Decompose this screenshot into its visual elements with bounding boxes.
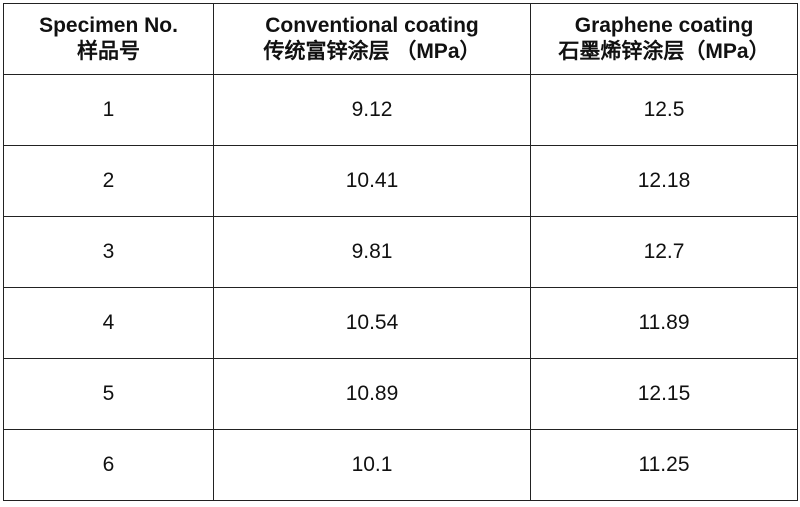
header-cell: Conventional coating 传统富锌涂层 （MPa） bbox=[213, 3, 531, 75]
table-body: 1 9.12 12.5 2 10.41 12.18 3 9.81 12.7 4 10.54 11.89… bbox=[3, 74, 798, 501]
header-text: Graphene coating bbox=[574, 14, 754, 37]
table-cell: 11.89 bbox=[530, 287, 798, 359]
table-row: 4 10.54 11.89 bbox=[3, 287, 798, 359]
table-cell: 10.1 bbox=[213, 429, 531, 501]
header-text: 样品号 bbox=[77, 40, 140, 63]
table-cell: 12.15 bbox=[530, 358, 798, 430]
header-cell: Graphene coating 石墨烯锌涂层（MPa） bbox=[530, 3, 798, 75]
header-text: Specimen No. bbox=[39, 14, 178, 37]
table-cell: 11.25 bbox=[530, 429, 798, 501]
header-cell: Specimen No. 样品号 bbox=[3, 3, 214, 75]
table-cell: 10.89 bbox=[213, 358, 531, 430]
table-row: 2 10.41 12.18 bbox=[3, 145, 798, 217]
table-cell: 5 bbox=[3, 358, 214, 430]
table-cell: 3 bbox=[3, 216, 214, 288]
header-row: Specimen No. 样品号 Conventional coating 传统富锌涂… bbox=[3, 3, 798, 75]
table-row: 6 10.1 11.25 bbox=[3, 429, 798, 501]
data-table: Specimen No. 样品号 Conventional coating 传统富锌涂… bbox=[3, 3, 798, 501]
header-text: Conventional coating bbox=[265, 14, 479, 37]
table-cell: 9.12 bbox=[213, 74, 531, 146]
table-cell: 12.5 bbox=[530, 74, 798, 146]
header-text: 石墨烯锌涂层（MPa） bbox=[558, 40, 770, 63]
table-cell: 12.7 bbox=[530, 216, 798, 288]
table-cell: 10.41 bbox=[213, 145, 531, 217]
table-cell: 9.81 bbox=[213, 216, 531, 288]
table-cell: 4 bbox=[3, 287, 214, 359]
table-cell: 1 bbox=[3, 74, 214, 146]
header-text: 传统富锌涂层 （MPa） bbox=[263, 40, 481, 63]
table-cell: 2 bbox=[3, 145, 214, 217]
table-cell: 12.18 bbox=[530, 145, 798, 217]
table-row: 5 10.89 12.15 bbox=[3, 358, 798, 430]
table-cell: 10.54 bbox=[213, 287, 531, 359]
table-cell: 6 bbox=[3, 429, 214, 501]
table-row: 1 9.12 12.5 bbox=[3, 74, 798, 146]
table-row: 3 9.81 12.7 bbox=[3, 216, 798, 288]
